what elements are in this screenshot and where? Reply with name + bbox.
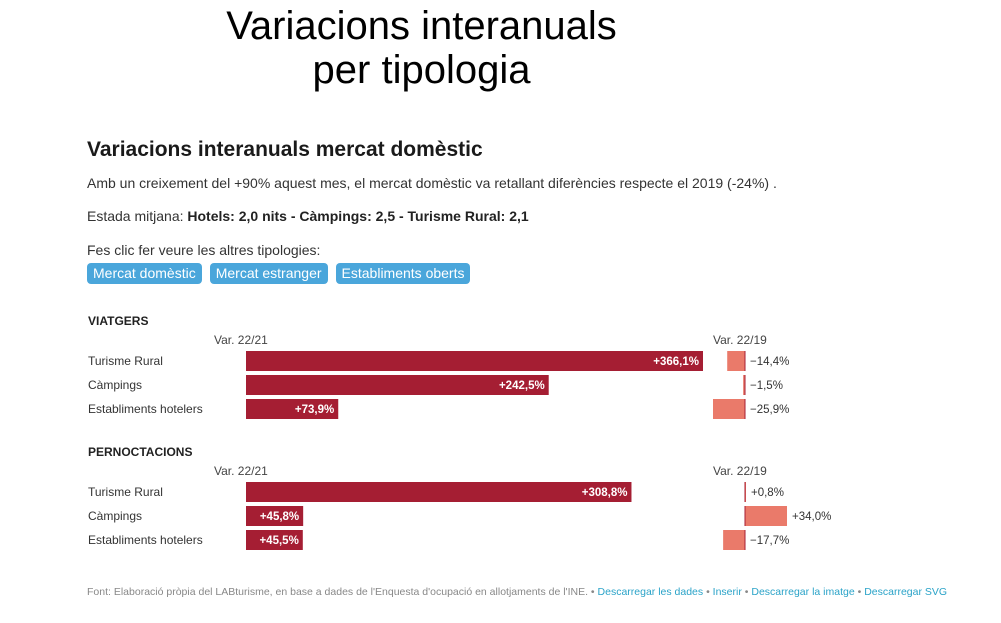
- source-text: Font: Elaboració pròpia del LABturisme, …: [87, 586, 588, 598]
- bar-var-22-19: [745, 506, 788, 526]
- link-separator: •: [741, 586, 752, 598]
- bar-value-label-var-22-21: +73,9%: [295, 404, 334, 416]
- link-separator: •: [588, 586, 598, 598]
- average-stay: Estada mitjana: Hotels: 2,0 nits - Càmpi…: [87, 208, 529, 224]
- foreign-market-button[interactable]: Mercat estranger: [209, 263, 328, 284]
- bar-chart: VIATGERS Var. 22/21 Var. 22/19 Turisme Rura…: [88, 314, 831, 550]
- bar-value-label-var-22-19: +0,8%: [751, 487, 784, 499]
- bar-var-22-21: [246, 506, 304, 526]
- download-svg-link[interactable]: Descarregar SVG: [864, 586, 948, 598]
- chart-subtitle: Variacions interanuals mercat domèstic: [87, 138, 483, 161]
- bar-var-22-19: [713, 399, 745, 419]
- row-label: Establiments hotelers: [88, 402, 203, 416]
- row-label: Turisme Rural: [88, 354, 163, 368]
- link-separator: •: [854, 586, 865, 598]
- bar-var-22-21: [246, 375, 549, 395]
- row-label: Càmpings: [88, 378, 142, 392]
- bar-var-22-21: [246, 351, 703, 371]
- main-title-line-2: per tipologia: [312, 48, 531, 92]
- bar-value-label-var-22-21: +308,8%: [582, 487, 628, 499]
- download-image-link[interactable]: Descarregar la imatge: [751, 586, 855, 598]
- average-stay-label: Estada mitjana:: [87, 208, 188, 224]
- bar-value-label-var-22-19: −25,9%: [750, 404, 789, 416]
- row-label: Establiments hotelers: [88, 533, 203, 547]
- bar-var-22-21: [246, 399, 339, 419]
- main-title: Variacions interanuals per tipologia: [0, 4, 843, 92]
- bar-value-label-var-22-19: −1,5%: [750, 380, 783, 392]
- bar-value-label-var-22-21: +45,5%: [259, 535, 298, 547]
- bar-var-22-19: [743, 375, 745, 395]
- embed-link[interactable]: Inserir: [712, 586, 742, 598]
- bar-value-label-var-22-21: +242,5%: [499, 380, 545, 392]
- download-data-link[interactable]: Descarregar les dades: [597, 586, 704, 598]
- row-label: Càmpings: [88, 509, 142, 523]
- main-title-line-1: Variacions interanuals: [226, 4, 617, 48]
- domestic-market-button[interactable]: Mercat domèstic: [87, 263, 202, 284]
- source-footer: Font: Elaboració pròpia del LABturisme, …: [87, 586, 947, 598]
- open-establishments-button[interactable]: Establiments oberts: [335, 263, 471, 284]
- bar-value-label-var-22-21: +366,1%: [653, 356, 699, 368]
- row-label: Turisme Rural: [88, 485, 163, 499]
- average-stay-values: Hotels: 2,0 nits - Càmpings: 2,5 - Turis…: [187, 208, 529, 224]
- bar-value-label-var-22-21: +45,8%: [260, 511, 299, 523]
- typology-buttons: Mercat domèstic Mercat estranger Establi…: [87, 263, 471, 285]
- link-separator: •: [703, 586, 713, 598]
- chart-description: Amb un creixement del +90% aquest mes, e…: [87, 175, 777, 191]
- bar-var-22-21: [246, 530, 303, 550]
- group-title: PERNOCTACIONS: [88, 445, 192, 459]
- bar-var-22-19: [723, 530, 745, 550]
- column-label-var-22-19: Var. 22/19: [713, 333, 767, 347]
- column-label-var-22-21: Var. 22/21: [214, 464, 268, 478]
- bar-var-22-21: [246, 482, 632, 502]
- bar-value-label-var-22-19: −14,4%: [750, 356, 789, 368]
- click-hint: Fes clic fer veure les altres tipologies…: [87, 242, 321, 258]
- group-title: VIATGERS: [88, 314, 148, 328]
- column-label-var-22-21: Var. 22/21: [214, 333, 268, 347]
- bar-value-label-var-22-19: +34,0%: [792, 511, 831, 523]
- bar-var-22-19: [727, 351, 745, 371]
- bar-value-label-var-22-19: −17,7%: [750, 535, 789, 547]
- column-label-var-22-19: Var. 22/19: [713, 464, 767, 478]
